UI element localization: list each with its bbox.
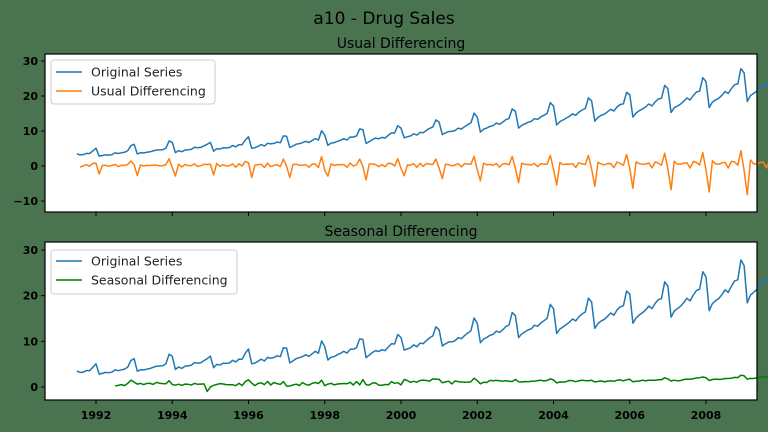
legend-label-usual-diff: Usual Differencing [91,84,206,99]
axes-usual-differencing: Usual Differencing −10 0 10 20 30 Original S… [13,36,768,216]
y-tick-label: 30 [23,244,39,257]
x-tick-label: 1992 [81,409,112,422]
x-axis: 1992 1994 1996 1998 2000 2002 2004 2006 2008 [81,400,722,422]
y-axis: −10 0 10 20 30 [13,55,45,208]
figure-title: a10 - Drug Sales [313,9,454,29]
y-tick-label: 10 [23,125,39,138]
x-tick-label: 2000 [386,409,417,422]
x-axis [95,212,707,216]
y-tick-label: −10 [13,195,38,208]
series-line-usual-differencing [79,150,768,196]
legend-label-seasonal-diff: Seasonal Differencing [91,273,228,288]
y-tick-label: 30 [23,55,39,68]
axes-title: Usual Differencing [337,36,466,52]
x-tick-label: 2008 [691,409,722,422]
axes-title: Seasonal Differencing [325,224,478,240]
legend-label-original: Original Series [91,65,182,80]
y-tick-label: 0 [30,160,38,173]
series-line-original-series [76,259,768,375]
x-tick-label: 2006 [614,409,645,422]
x-tick-label: 1994 [157,409,188,422]
legend-box [50,249,238,295]
x-tick-label: 1998 [309,409,340,422]
legend: Original Series Seasonal Differencing [50,249,238,295]
y-tick-label: 20 [23,90,39,103]
series-line-seasonal-differencing [114,374,768,393]
x-tick-label: 1996 [233,409,264,422]
y-tick-label: 10 [23,335,39,348]
x-tick-label: 2004 [538,409,569,422]
legend: Original Series Usual Differencing [50,59,216,105]
legend-label-original: Original Series [91,254,182,269]
y-axis: 0 10 20 30 [23,244,45,394]
y-tick-label: 0 [30,381,38,394]
series-line-original-series [76,67,768,157]
x-tick-label: 2002 [462,409,493,422]
legend-box [50,59,216,105]
y-tick-label: 20 [23,290,39,303]
